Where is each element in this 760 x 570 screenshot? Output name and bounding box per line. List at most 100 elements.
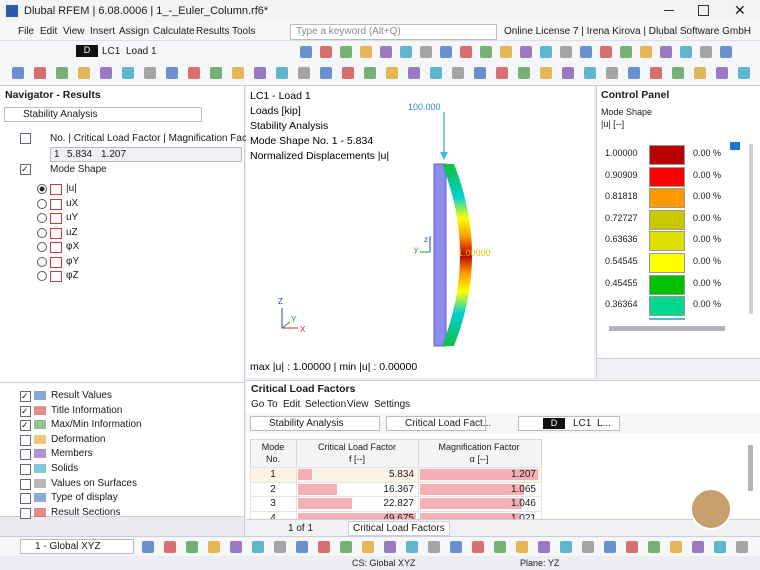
- checkbox[interactable]: ✓: [20, 420, 31, 432]
- menu-item[interactable]: Edit: [283, 399, 301, 410]
- toolbar-button[interactable]: [320, 46, 332, 58]
- checkbox[interactable]: [20, 449, 31, 461]
- checkbox[interactable]: [20, 464, 31, 475]
- toolbar-button[interactable]: [56, 67, 68, 79]
- menu-item[interactable]: Insert: [90, 26, 116, 37]
- radio-button[interactable]: [37, 184, 47, 194]
- toolbar-button[interactable]: [692, 541, 704, 553]
- toolbar-button[interactable]: [520, 46, 532, 58]
- checkbox[interactable]: ✓: [20, 405, 31, 417]
- toolbar-button[interactable]: [496, 67, 508, 79]
- toolbar-button[interactable]: [142, 541, 154, 553]
- toolbar-button[interactable]: [230, 541, 242, 553]
- toolbar-button[interactable]: [582, 541, 594, 553]
- menu-item[interactable]: Assign: [119, 26, 150, 37]
- toolbar-button[interactable]: [670, 541, 682, 553]
- toolbar-button[interactable]: [364, 67, 376, 79]
- menu-item[interactable]: Settings: [374, 399, 411, 410]
- table-dropdown[interactable]: Critical Load Fact...: [386, 416, 491, 431]
- toolbar-button[interactable]: [648, 541, 660, 553]
- toolbar-button[interactable]: [386, 67, 398, 79]
- toolbar-button[interactable]: [210, 67, 222, 79]
- toolbar-button[interactable]: [406, 541, 418, 553]
- toolbar-button[interactable]: [580, 46, 592, 58]
- toolbar-button[interactable]: [400, 46, 412, 58]
- checkbox[interactable]: [20, 493, 31, 505]
- radio-button[interactable]: [37, 198, 47, 209]
- checkbox[interactable]: [20, 478, 31, 490]
- toolbar-button[interactable]: [628, 67, 640, 79]
- toolbar-button[interactable]: [276, 67, 288, 79]
- toolbar-button[interactable]: [362, 541, 374, 553]
- toolbar-button[interactable]: [384, 541, 396, 553]
- maximize-button[interactable]: [698, 5, 709, 16]
- toolbar-button[interactable]: [700, 46, 712, 58]
- toolbar-button[interactable]: [604, 541, 616, 553]
- toolbar-button[interactable]: [738, 67, 750, 79]
- radio-button[interactable]: [37, 256, 47, 267]
- toolbar-button[interactable]: [144, 67, 156, 79]
- toolbar-button[interactable]: [318, 541, 330, 553]
- toolbar-button[interactable]: [166, 67, 178, 79]
- toolbar-button[interactable]: [494, 541, 506, 553]
- toolbar-button[interactable]: [34, 67, 46, 79]
- toolbar-button[interactable]: [360, 46, 372, 58]
- toolbar-button[interactable]: [460, 46, 472, 58]
- menu-item[interactable]: Calculate: [153, 26, 195, 37]
- analysis-dropdown[interactable]: Stability Analysis: [4, 107, 202, 122]
- toolbar-button[interactable]: [274, 541, 286, 553]
- toolbar-button[interactable]: [186, 541, 198, 553]
- toolbar-button[interactable]: [430, 67, 442, 79]
- menu-item[interactable]: Go To: [251, 399, 278, 410]
- toolbar-button[interactable]: [472, 541, 484, 553]
- toolbar-button[interactable]: [440, 46, 452, 58]
- toolbar-button[interactable]: [736, 541, 748, 553]
- toolbar-button[interactable]: [340, 541, 352, 553]
- checkbox[interactable]: [20, 507, 31, 519]
- toolbar-button[interactable]: [342, 67, 354, 79]
- toolbar-button[interactable]: [562, 67, 574, 79]
- toolbar-button[interactable]: [560, 541, 572, 553]
- toolbar-button[interactable]: [474, 67, 486, 79]
- toolbar-button[interactable]: [420, 46, 432, 58]
- toolbar-button[interactable]: [408, 67, 420, 79]
- toolbar-button[interactable]: [720, 46, 732, 58]
- toolbar-button[interactable]: [672, 67, 684, 79]
- toolbar-button[interactable]: [452, 67, 464, 79]
- 3d-viewport[interactable]: 100.000 1.00000 z y Z X Y max |u| : 1.00…: [246, 86, 594, 378]
- load-dropdown[interactable]: D LC1 L...: [518, 416, 620, 431]
- toolbar-button[interactable]: [78, 67, 90, 79]
- checkbox[interactable]: [20, 434, 31, 446]
- toolbar-button[interactable]: [254, 67, 266, 79]
- toolbar-button[interactable]: [450, 541, 462, 553]
- toolbar-button[interactable]: [164, 541, 176, 553]
- radio-button[interactable]: [37, 213, 47, 223]
- toolbar-button[interactable]: [428, 541, 440, 553]
- toolbar-button[interactable]: [208, 541, 220, 553]
- toolbar-button[interactable]: [340, 46, 352, 58]
- toolbar-button[interactable]: [584, 67, 596, 79]
- radio-button[interactable]: [37, 242, 47, 252]
- toolbar-button[interactable]: [188, 67, 200, 79]
- toolbar-button[interactable]: [694, 67, 706, 79]
- user-avatar[interactable]: [690, 488, 732, 530]
- toolbar-button[interactable]: [538, 541, 550, 553]
- radio-button[interactable]: [37, 271, 47, 281]
- toolbar-button[interactable]: [714, 541, 726, 553]
- toolbar-button[interactable]: [500, 46, 512, 58]
- toolbar-button[interactable]: [660, 46, 672, 58]
- toolbar-button[interactable]: [540, 67, 552, 79]
- toolbar-button[interactable]: [540, 46, 552, 58]
- checkbox[interactable]: [20, 133, 31, 144]
- menu-item[interactable]: View: [63, 26, 85, 37]
- toolbar-button[interactable]: [12, 67, 24, 79]
- sheet-tab[interactable]: Critical Load Factors: [348, 521, 450, 536]
- toolbar-button[interactable]: [298, 67, 310, 79]
- checkbox[interactable]: ✓: [20, 391, 31, 402]
- close-button[interactable]: ✕: [734, 2, 746, 18]
- toolbar-button[interactable]: [560, 46, 572, 58]
- toolbar-button[interactable]: [626, 541, 638, 553]
- toolbar-button[interactable]: [640, 46, 652, 58]
- menu-item[interactable]: View: [347, 399, 369, 410]
- toolbar-button[interactable]: [716, 67, 728, 79]
